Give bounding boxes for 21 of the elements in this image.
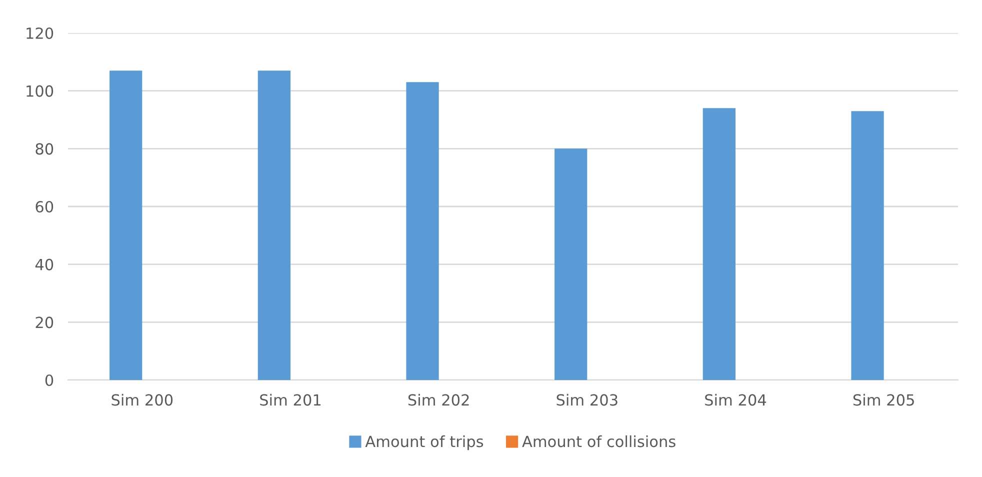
bar (554, 148, 588, 380)
x-tick-label: Sim 200 (112, 394, 173, 406)
bar (406, 82, 439, 380)
bar (110, 70, 142, 380)
bar (258, 70, 290, 380)
x-tick-label: Sim 205 (853, 394, 914, 406)
y-tick-label: 80 (36, 143, 54, 155)
bar (702, 108, 736, 380)
y-tick-label: 40 (35, 258, 54, 270)
x-tick-label: Sim 204 (705, 394, 766, 406)
x-tick-label: Sim 202 (408, 394, 469, 406)
x-tick-label: Sim 201 (260, 394, 321, 406)
y-tick-label: 60 (36, 200, 54, 213)
y-tick-label: 20 (36, 316, 54, 328)
x-tick-label: Sim 203 (556, 394, 618, 406)
bar (851, 111, 884, 380)
y-tick-label: 120 (26, 27, 54, 40)
legend-label: Amount of collisions (522, 435, 676, 448)
legend-label: Amount of trips (365, 435, 484, 450)
y-tick-label: 100 (26, 85, 54, 97)
y-tick-label: 0 (45, 374, 54, 386)
